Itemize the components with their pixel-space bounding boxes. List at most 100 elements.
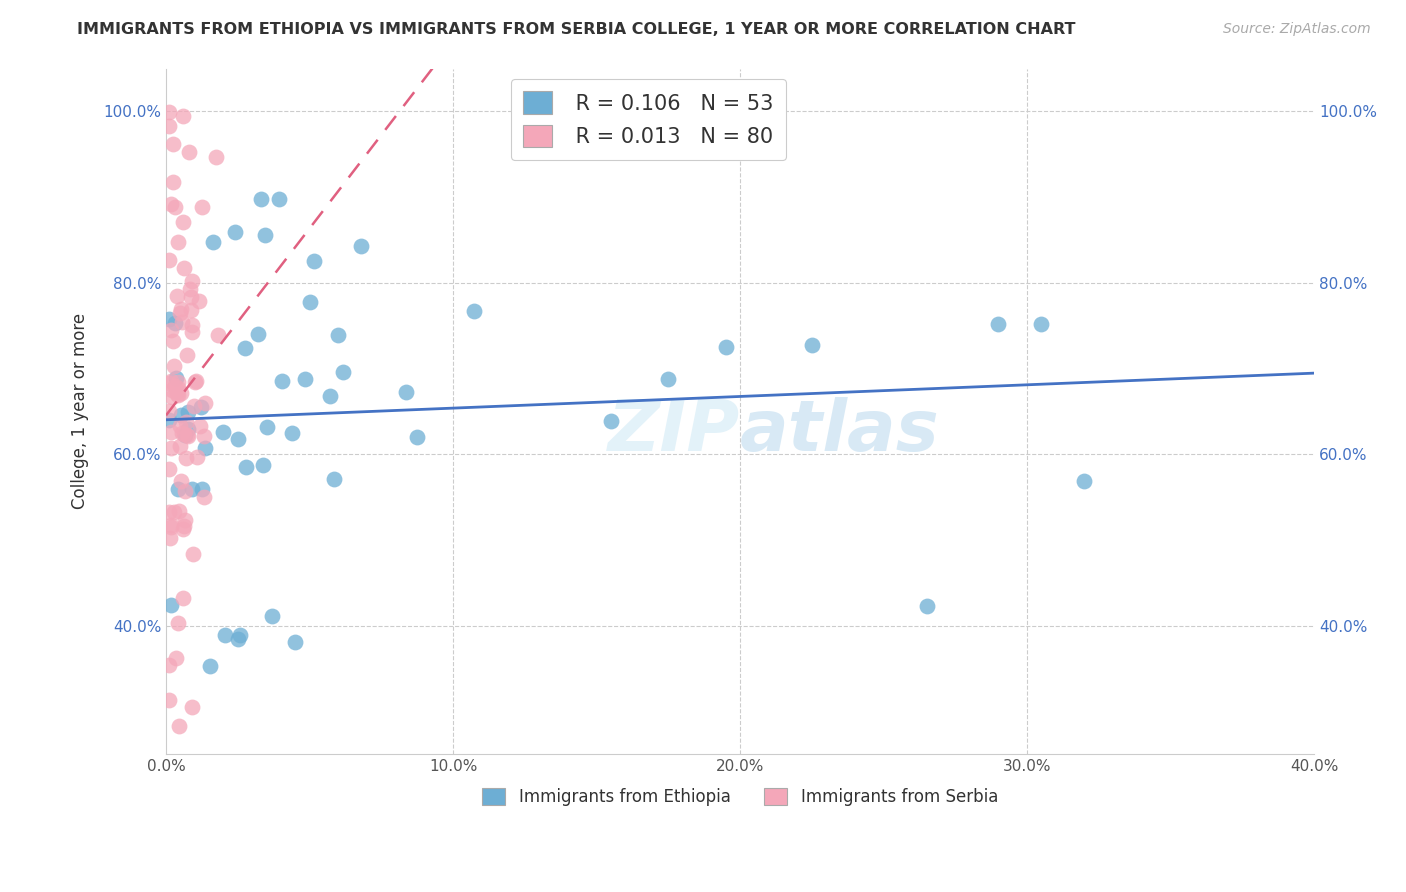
Point — [395, 384, 418, 399]
Point — [157, 413, 180, 427]
Point — [160, 383, 183, 397]
Point — [160, 441, 183, 455]
Point — [247, 327, 270, 342]
Point — [163, 359, 186, 373]
Point — [271, 374, 294, 388]
Point — [167, 375, 190, 389]
Point — [180, 274, 202, 288]
Point — [183, 399, 205, 413]
Point — [157, 253, 180, 268]
Point — [173, 427, 195, 442]
Point — [162, 137, 184, 152]
Point — [162, 334, 184, 348]
Point — [176, 348, 198, 362]
Point — [260, 608, 283, 623]
Point — [323, 472, 346, 486]
Point — [165, 370, 187, 384]
Point — [167, 482, 190, 496]
Point — [281, 425, 304, 440]
Point — [163, 379, 186, 393]
Point — [184, 374, 207, 388]
Point — [167, 504, 190, 518]
Point — [166, 289, 188, 303]
Point — [162, 175, 184, 189]
Legend: Immigrants from Ethiopia, Immigrants from Serbia: Immigrants from Ethiopia, Immigrants fro… — [474, 780, 1007, 814]
Point — [253, 228, 276, 243]
Point — [463, 304, 485, 318]
Point — [157, 658, 180, 673]
Point — [204, 151, 226, 165]
Point — [157, 403, 180, 417]
Point — [193, 490, 215, 504]
Point — [987, 317, 1010, 331]
Point — [157, 105, 180, 120]
Point — [233, 341, 256, 355]
Point — [157, 505, 180, 519]
Point — [172, 315, 194, 329]
Point — [157, 312, 180, 326]
Point — [226, 632, 249, 647]
Point — [214, 628, 236, 642]
Point — [160, 520, 183, 534]
Point — [800, 337, 823, 351]
Point — [157, 376, 180, 390]
Point — [173, 483, 195, 498]
Point — [157, 462, 180, 476]
Point — [191, 200, 214, 214]
Point — [172, 215, 194, 229]
Point — [177, 422, 200, 436]
Point — [226, 432, 249, 446]
Point — [172, 591, 194, 606]
Point — [190, 400, 212, 414]
Point — [915, 599, 938, 614]
Point — [166, 387, 188, 401]
Point — [160, 323, 183, 337]
Point — [167, 381, 190, 395]
Point — [326, 328, 349, 343]
Text: IMMIGRANTS FROM ETHIOPIA VS IMMIGRANTS FROM SERBIA COLLEGE, 1 YEAR OR MORE CORRE: IMMIGRANTS FROM ETHIOPIA VS IMMIGRANTS F… — [77, 22, 1076, 37]
Point — [350, 238, 373, 252]
Point — [173, 513, 195, 527]
Point — [170, 426, 193, 441]
Point — [657, 372, 679, 386]
Point — [406, 430, 429, 444]
Point — [174, 415, 197, 429]
Point — [176, 427, 198, 442]
Point — [163, 504, 186, 518]
Point — [194, 441, 217, 455]
Point — [180, 303, 202, 318]
Point — [162, 390, 184, 404]
Text: Source: ZipAtlas.com: Source: ZipAtlas.com — [1223, 22, 1371, 37]
Point — [166, 235, 188, 249]
Point — [180, 483, 202, 497]
Point — [1031, 317, 1053, 331]
Point — [174, 451, 197, 466]
Point — [157, 119, 180, 133]
Point — [181, 325, 204, 339]
Point — [198, 658, 221, 673]
Point — [191, 482, 214, 496]
Point — [180, 318, 202, 332]
Point — [169, 418, 191, 433]
Point — [163, 200, 186, 214]
Point — [332, 365, 354, 379]
Point — [194, 396, 217, 410]
Point — [319, 389, 342, 403]
Point — [193, 429, 215, 443]
Point — [160, 425, 183, 439]
Point — [177, 429, 200, 443]
Text: atlas: atlas — [740, 398, 939, 467]
Point — [165, 650, 187, 665]
Point — [207, 328, 229, 343]
Point — [201, 235, 224, 250]
Point — [599, 414, 621, 428]
Point — [173, 261, 195, 276]
Point — [166, 616, 188, 631]
Point — [160, 375, 183, 389]
Point — [173, 428, 195, 442]
Point — [212, 425, 235, 439]
Point — [298, 295, 321, 310]
Point — [170, 302, 193, 317]
Point — [180, 290, 202, 304]
Point — [166, 384, 188, 398]
